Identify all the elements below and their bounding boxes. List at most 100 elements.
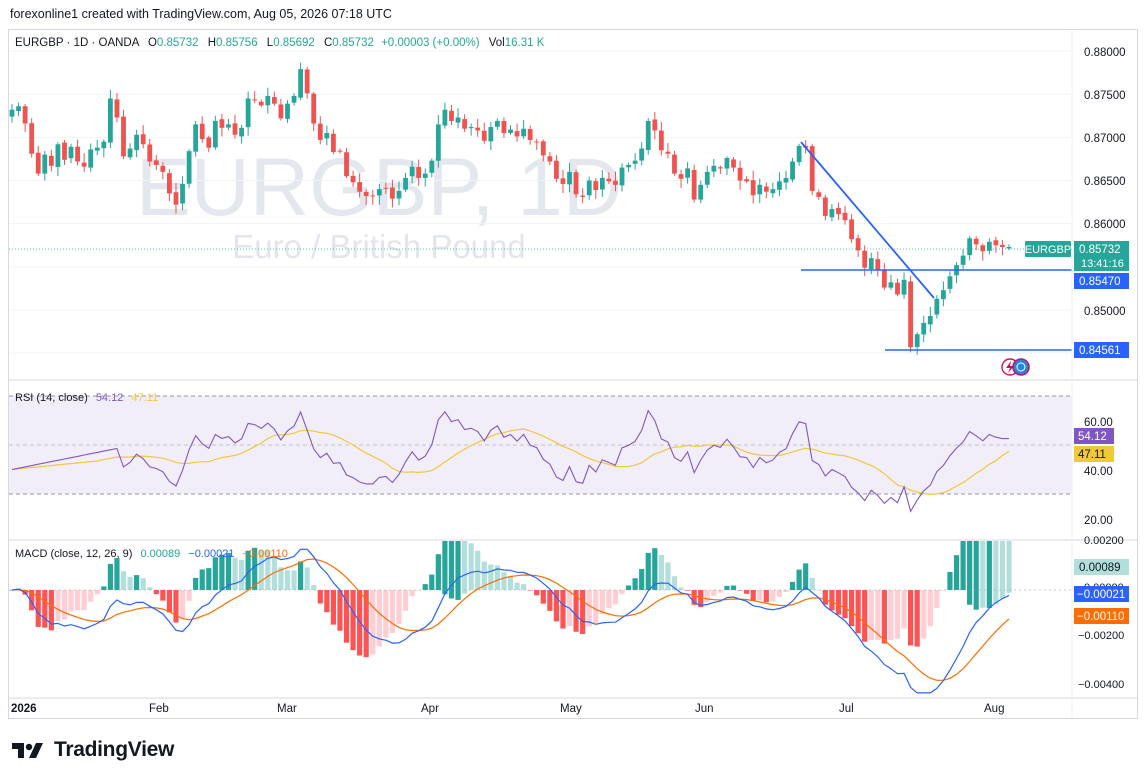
candle-body (763, 186, 769, 192)
candle-body (160, 165, 166, 172)
rsi-ma-tag: 47.11 (1074, 446, 1114, 462)
candle-body (429, 160, 435, 173)
macd-hist-bar (376, 590, 382, 647)
macd-hist-bar (48, 590, 54, 631)
macd-axis[interactable]: 0.00200 −0.00200 −0.00400 (1078, 535, 1124, 691)
candle-body (331, 133, 336, 153)
support-level-tag: 0.85470 (1074, 273, 1129, 289)
macd-hist-bar (461, 541, 468, 594)
price-axis[interactable]: 0.88000 0.87500 0.87000 0.86500 0.86000 … (1084, 47, 1126, 318)
macd-hist-bar (980, 541, 986, 608)
macd-hist-bar (435, 554, 441, 590)
candle-body (645, 120, 651, 150)
candle-body (895, 282, 900, 295)
macd-hist-bar (252, 547, 258, 590)
candle-body (678, 174, 684, 179)
downtrend-line[interactable] (800, 141, 935, 299)
candle-body (114, 99, 120, 118)
time-axis[interactable]: 2026 Feb Mar Apr May Jun Jul Aug (11, 703, 1004, 715)
candle-body (475, 127, 481, 131)
event-badges[interactable] (1001, 358, 1030, 376)
macd-hist-bar (829, 590, 835, 611)
candle-body (770, 189, 776, 194)
macd-hist-bar (396, 590, 402, 625)
candle-body (22, 106, 28, 124)
economic-event-flag-icon[interactable] (1012, 358, 1030, 376)
candle-body (632, 160, 638, 164)
candle-body (711, 165, 717, 172)
macd-hist-bar (783, 590, 789, 592)
candle-body (534, 141, 540, 143)
symbol-tag: EURGBP (1025, 241, 1071, 257)
macd-hist-bar (514, 582, 520, 590)
candle-body (75, 146, 80, 162)
macd-signal-line (11, 558, 1010, 681)
macd-hist-bar (908, 590, 914, 646)
chart-credit-header: forexonline1 created with TradingView.co… (10, 7, 392, 21)
candle-body (665, 151, 671, 154)
candle-body (488, 126, 494, 142)
candle-body (252, 99, 258, 101)
candle-body (967, 238, 973, 256)
candle-body (140, 134, 146, 145)
candle-body (619, 167, 625, 186)
candle-body (468, 126, 474, 129)
candle-body (285, 103, 290, 119)
macd-hist-bar (914, 590, 920, 647)
candle-body (836, 207, 841, 215)
candle-body (586, 180, 592, 196)
candle-body (239, 127, 244, 137)
svg-text:EURGBP: EURGBP (1025, 244, 1071, 256)
macd-hist-bar (842, 590, 848, 619)
macd-hist-bar (475, 550, 481, 590)
candle-body (777, 181, 782, 190)
rsi-axis[interactable]: 60.00 40.00 20.00 (1084, 417, 1113, 527)
macd-hist-bar (232, 557, 238, 590)
macd-hist-bar (278, 567, 284, 590)
candle-body (881, 270, 887, 288)
svg-text:0.84561: 0.84561 (1079, 345, 1121, 357)
candle-body (153, 160, 159, 165)
candle-body (658, 130, 664, 151)
macd-hist-bar (225, 553, 232, 590)
macd-hist-bar (940, 590, 947, 591)
candlestick-series (9, 62, 1012, 355)
candle-body (652, 119, 658, 131)
macd-hist-bar (848, 590, 855, 627)
macd-hist-bar (947, 572, 953, 590)
candle-body (717, 167, 723, 169)
macd-hist-bar (42, 590, 48, 628)
candle-body (357, 182, 363, 192)
candle-body (783, 177, 789, 183)
candle-body (980, 245, 986, 252)
low-level-tag: 0.84561 (1074, 342, 1129, 358)
macd-hist-bar (291, 570, 297, 590)
macd-hist-bar (389, 590, 396, 633)
candle-body (107, 98, 113, 143)
macd-hist-bar (343, 590, 350, 643)
macd-hist-bar (835, 590, 842, 615)
macd-hist-bar (455, 541, 461, 600)
macd-hist-bar (357, 590, 363, 656)
candle-body (547, 156, 553, 162)
time-label: Jun (695, 703, 714, 715)
candle-body (409, 166, 415, 177)
macd-hist-bar (894, 590, 901, 639)
tradingview-logo[interactable]: TradingView (12, 738, 174, 762)
macd-hist-bar (868, 590, 874, 640)
rsi-line (11, 409, 1009, 513)
macd-hist-bar (560, 590, 566, 629)
candle-body (462, 119, 467, 129)
tradingview-brand-text: TradingView (54, 738, 175, 761)
chart-canvas[interactable]: EURGBP, 1D Euro / British Pound (9, 30, 1137, 718)
macd-hist-bar (448, 541, 455, 599)
svg-text:0.00089: 0.00089 (1079, 562, 1121, 574)
macd-hist-bar (409, 590, 415, 597)
candle-body (593, 181, 599, 190)
watermark: EURGBP, 1D Euro / British Pound (136, 142, 622, 265)
macd-hist-bar (1006, 541, 1012, 593)
candle-body (993, 240, 999, 246)
candle-body (121, 116, 126, 157)
candle-body (265, 95, 271, 106)
candle-body (580, 195, 586, 197)
